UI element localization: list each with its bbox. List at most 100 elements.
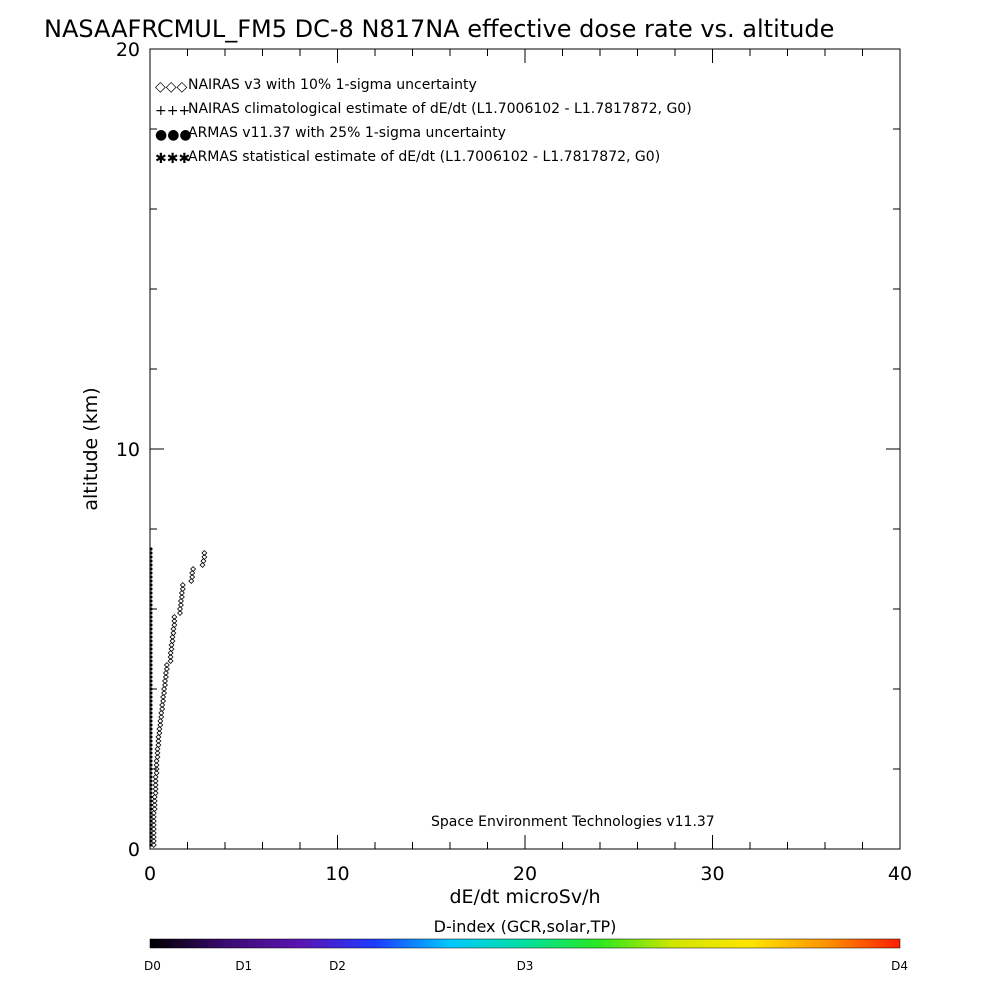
nairas-point: [158, 710, 165, 716]
armas-point: [149, 727, 153, 731]
nairas-point: [179, 582, 186, 588]
armas-point: [149, 735, 153, 739]
armas-point: [149, 599, 153, 603]
nairas-point: [188, 578, 195, 584]
x-tick-label: 40: [888, 863, 912, 885]
armas-point: [149, 811, 153, 815]
armas-point: [149, 559, 153, 563]
armas-point: [149, 631, 153, 635]
legend-label: ARMAS v11.37 with 25% 1-sigma uncertaint…: [188, 125, 506, 141]
colorbar-tick-label: D0: [144, 959, 161, 973]
armas-point: [149, 819, 153, 823]
y-tick-label: 0: [128, 839, 140, 861]
nairas-point: [178, 594, 185, 600]
nairas-point: [160, 698, 167, 704]
version-annotation: Space Environment Technologies v11.37: [431, 814, 715, 830]
armas-point: [149, 615, 153, 619]
nairas-point: [155, 734, 162, 740]
armas-point: [149, 659, 153, 663]
armas-point: [149, 647, 153, 651]
armas-point: [149, 655, 153, 659]
armas-point: [149, 795, 153, 799]
armas-point: [149, 703, 153, 707]
armas-point: [149, 563, 153, 567]
armas-point: [149, 687, 153, 691]
nairas-point: [178, 590, 185, 596]
armas-point: [149, 587, 153, 591]
armas-point: [149, 783, 153, 787]
axis-ticks: [149, 48, 901, 850]
armas-point: [149, 719, 153, 723]
armas-point: [149, 651, 153, 655]
nairas-point: [151, 794, 158, 800]
y-tick-label: 20: [116, 39, 140, 61]
armas-point: [149, 547, 153, 551]
armas-point: [149, 583, 153, 587]
armas-point: [149, 639, 153, 643]
nairas-point: [162, 674, 169, 680]
armas-point: [149, 579, 153, 583]
armas-point: [149, 787, 153, 791]
nairas-point: [199, 562, 206, 568]
nairas-point: [153, 766, 160, 772]
armas-point: [149, 575, 153, 579]
colorbar: [149, 938, 901, 949]
nairas-point: [177, 606, 183, 612]
legend-symbol: ◇◇◇: [155, 79, 188, 95]
armas-point: [149, 671, 153, 675]
legend-label: NAIRAS climatological estimate of dE/dt …: [188, 101, 692, 117]
armas-point: [149, 699, 153, 703]
nairas-point: [190, 566, 197, 572]
nairas-point: [153, 758, 160, 764]
colorbar-tick-label: D1: [235, 959, 252, 973]
colorbar-title: D-index (GCR,solar,TP): [434, 917, 617, 936]
nairas-point: [161, 690, 168, 696]
nairas-point: [158, 714, 165, 720]
colorbar-tick-label: D4: [891, 959, 908, 973]
armas-point: [149, 835, 153, 839]
nairas-point: [152, 778, 159, 784]
nairas-point: [167, 650, 174, 656]
armas-point: [149, 763, 153, 767]
nairas-point: [201, 554, 208, 560]
nairas-point: [179, 586, 186, 592]
nairas-point: [151, 802, 158, 808]
armas-point: [149, 731, 153, 735]
armas-point: [149, 799, 153, 803]
armas-point: [149, 803, 153, 807]
legend-symbol: ✱✱✱: [155, 151, 190, 167]
nairas-point: [151, 806, 158, 812]
armas-point: [149, 827, 153, 831]
armas-point: [149, 839, 153, 843]
armas-point: [149, 551, 153, 555]
y-tick-labels: 0 10 20: [116, 39, 140, 861]
chart-title: NASAAFRCMUL_FM5 DC-8 N817NA effective do…: [44, 15, 834, 43]
armas-point: [149, 603, 153, 607]
armas-point: [149, 755, 153, 759]
nairas-point: [160, 694, 167, 700]
nairas-point: [154, 750, 161, 756]
armas-point: [149, 623, 153, 627]
x-tick-label: 20: [513, 863, 537, 885]
armas-point: [149, 843, 153, 847]
nairas-point: [168, 646, 175, 652]
armas-point: [149, 567, 153, 571]
legend-symbol: ●●●: [155, 127, 192, 143]
nairas-point: [157, 718, 164, 724]
nairas-point: [163, 666, 170, 672]
y-tick-label: 10: [116, 439, 140, 461]
nairas-point: [157, 722, 164, 728]
legend-label: NAIRAS v3 with 10% 1-sigma uncertainty: [188, 77, 477, 93]
nairas-point: [156, 726, 163, 732]
nairas-point: [170, 630, 177, 636]
armas-point: [149, 771, 153, 775]
armas-point: [149, 767, 153, 771]
nairas-point: [152, 774, 159, 780]
x-tick-label: 30: [700, 863, 724, 885]
armas-point: [149, 747, 153, 751]
colorbar-tick-label: D3: [517, 959, 534, 973]
armas-point: [149, 723, 153, 727]
x-tick-labels: 0 10 20 30 40: [144, 863, 912, 885]
nairas-point: [151, 798, 158, 804]
